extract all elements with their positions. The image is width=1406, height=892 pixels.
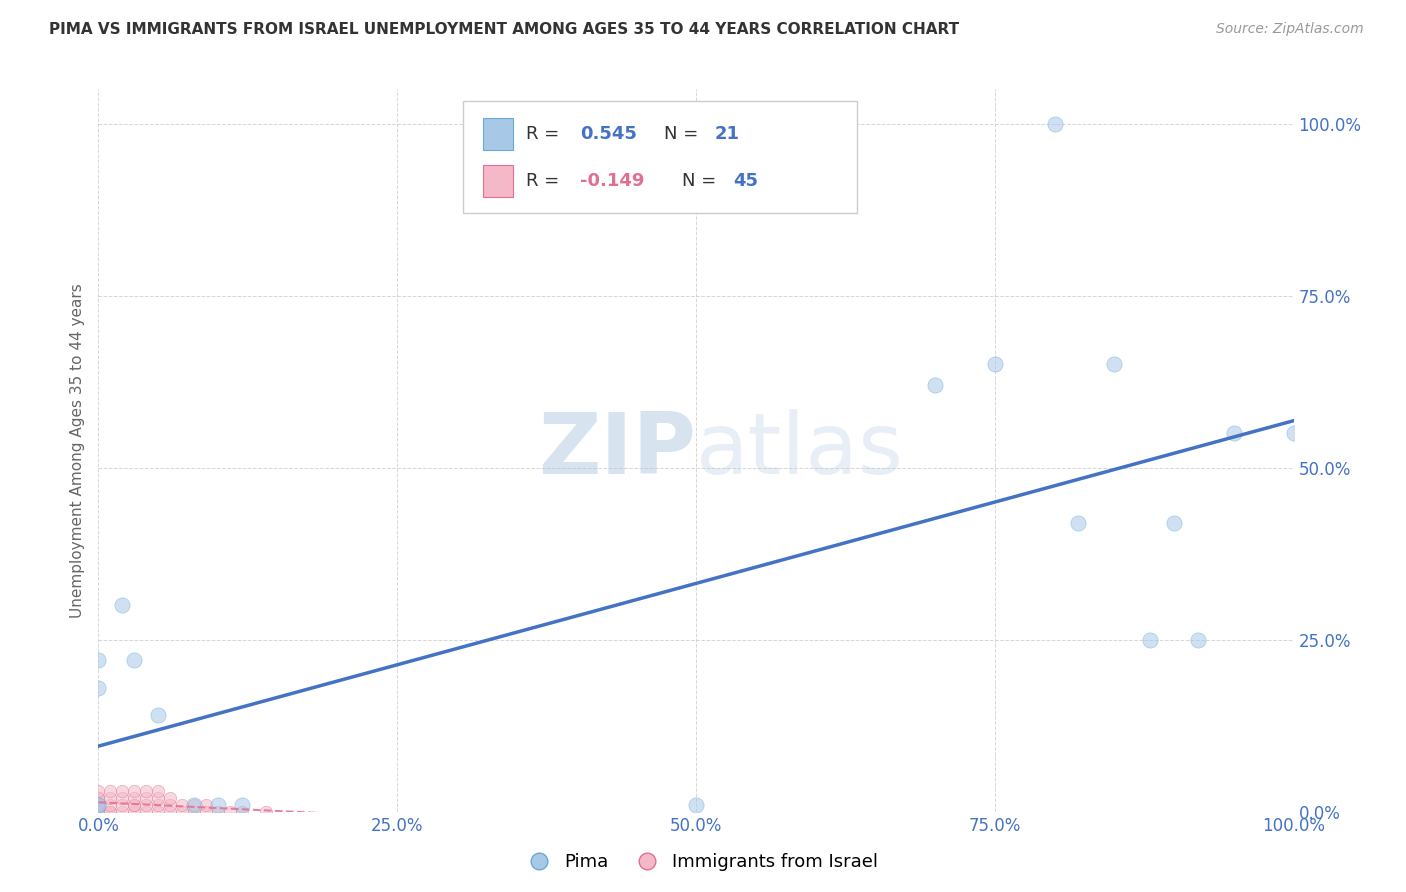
Y-axis label: Unemployment Among Ages 35 to 44 years: Unemployment Among Ages 35 to 44 years [70, 283, 86, 618]
Point [124, 784, 146, 798]
Point [1282, 426, 1305, 441]
Point [148, 791, 170, 805]
Point [98, 797, 122, 812]
Point [195, 805, 218, 819]
Point [87, 653, 110, 667]
Point [87, 791, 110, 805]
Point [172, 797, 194, 812]
Point [87, 805, 110, 819]
Point [148, 708, 170, 723]
Point [1187, 632, 1209, 647]
Point [1223, 426, 1246, 441]
Point [111, 784, 134, 798]
Point [111, 797, 134, 812]
FancyBboxPatch shape [463, 102, 858, 213]
Point [111, 791, 134, 805]
Point [159, 805, 181, 819]
Text: ZIP: ZIP [538, 409, 696, 492]
Point [135, 791, 157, 805]
Point [148, 805, 170, 819]
Point [1163, 516, 1185, 530]
Point [87, 797, 110, 812]
Point [135, 784, 157, 798]
Text: 45: 45 [733, 172, 758, 190]
Point [124, 797, 146, 812]
Point [87, 797, 110, 812]
Point [87, 805, 110, 819]
Point [924, 378, 946, 392]
Point [148, 797, 170, 812]
Point [87, 797, 110, 812]
Text: 0.545: 0.545 [581, 125, 637, 143]
Text: R =: R = [526, 172, 565, 190]
Point [159, 797, 181, 812]
Bar [484, 118, 513, 150]
Point [195, 797, 218, 812]
Point [1139, 632, 1161, 647]
Point [98, 805, 122, 819]
Point [183, 805, 205, 819]
Point [87, 805, 110, 819]
Point [124, 797, 146, 812]
Point [172, 805, 194, 819]
Point [159, 791, 181, 805]
Text: Source: ZipAtlas.com: Source: ZipAtlas.com [1216, 22, 1364, 37]
Point [207, 805, 229, 819]
Point [98, 791, 122, 805]
Point [124, 653, 146, 667]
Text: -0.149: -0.149 [581, 172, 644, 190]
Point [219, 805, 242, 819]
Point [231, 797, 253, 812]
Point [111, 599, 134, 613]
Text: N =: N = [682, 172, 721, 190]
Point [1104, 358, 1126, 372]
Point [148, 784, 170, 798]
Point [183, 797, 205, 812]
Point [87, 797, 110, 812]
Legend: Pima, Immigrants from Israel: Pima, Immigrants from Israel [522, 847, 884, 879]
Text: R =: R = [526, 125, 565, 143]
Point [124, 805, 146, 819]
Point [135, 805, 157, 819]
Bar [484, 165, 513, 197]
Point [98, 805, 122, 819]
Point [984, 358, 1007, 372]
Point [87, 784, 110, 798]
Point [87, 797, 110, 812]
Point [87, 805, 110, 819]
Point [135, 797, 157, 812]
Text: atlas: atlas [696, 409, 904, 492]
Point [87, 681, 110, 695]
Point [685, 797, 707, 812]
Point [98, 784, 122, 798]
Point [1043, 117, 1066, 131]
Point [111, 805, 134, 819]
Point [254, 805, 277, 819]
Point [207, 797, 229, 812]
Point [1067, 516, 1090, 530]
Text: PIMA VS IMMIGRANTS FROM ISRAEL UNEMPLOYMENT AMONG AGES 35 TO 44 YEARS CORRELATIO: PIMA VS IMMIGRANTS FROM ISRAEL UNEMPLOYM… [49, 22, 959, 37]
Point [87, 791, 110, 805]
Point [231, 805, 253, 819]
Point [124, 791, 146, 805]
Point [183, 797, 205, 812]
Text: N =: N = [664, 125, 703, 143]
Text: 21: 21 [716, 125, 740, 143]
